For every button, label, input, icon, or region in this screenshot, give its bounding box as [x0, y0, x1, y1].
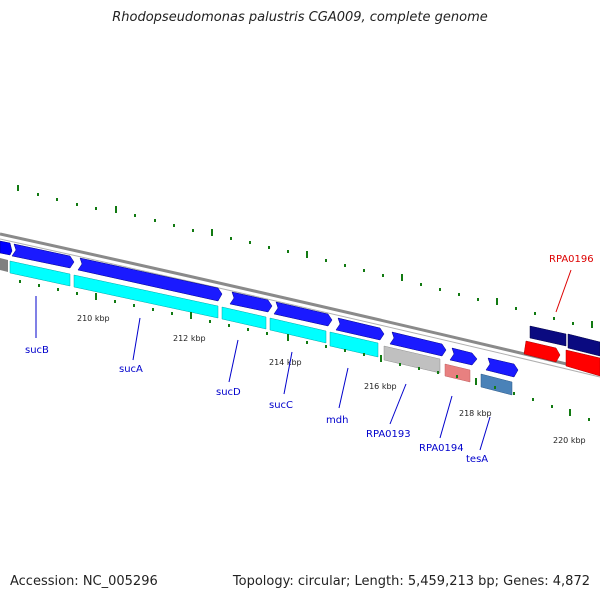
label-leader-lines: [35, 269, 572, 451]
tick-label-220: 220 kbp: [553, 436, 586, 445]
gene-label-rpa0196[interactable]: RPA0196: [549, 254, 594, 265]
feature-red-1[interactable]: [523, 340, 561, 363]
feature-cyan-3[interactable]: [221, 306, 267, 330]
gene-label-sucd[interactable]: sucD: [216, 387, 241, 398]
gene-forward-tesa[interactable]: [485, 357, 519, 378]
gene-label-tesa[interactable]: tesA: [466, 454, 488, 465]
gene-label-suca[interactable]: sucA: [119, 364, 143, 375]
gene-forward-sucD[interactable]: [229, 291, 273, 313]
gene-forward-rpa0193[interactable]: [389, 331, 447, 357]
reverse-strand-features: [0, 258, 600, 396]
feature-lightgray[interactable]: [383, 345, 441, 374]
feature-gray-left[interactable]: [0, 258, 8, 272]
gene-forward-sucC[interactable]: [273, 301, 333, 327]
gene-label-rpa0194[interactable]: RPA0194: [419, 443, 464, 454]
gene-forward-rpa0196[interactable]: [529, 325, 567, 347]
gene-label-succ[interactable]: sucC: [269, 400, 293, 411]
gene-forward-mdh[interactable]: [335, 317, 385, 341]
inner-tick-ring: [19, 280, 590, 421]
map-title: Rhodopseudomonas palustris CGA009, compl…: [112, 10, 488, 25]
gene-forward-sucA[interactable]: [77, 257, 223, 302]
outer-tick-ring: [17, 185, 593, 328]
gene-forward-rpa0194[interactable]: [449, 347, 478, 366]
kbp-tick-labels: 210 kbp 212 kbp 214 kbp 216 kbp 218 kbp …: [77, 314, 586, 445]
gene-label-sucb[interactable]: sucB: [25, 345, 49, 356]
gene-forward-dark[interactable]: [567, 333, 600, 357]
tick-label-212: 212 kbp: [173, 334, 206, 343]
tick-label-210: 210 kbp: [77, 314, 110, 323]
gene-label-rpa0193[interactable]: RPA0193: [366, 429, 411, 440]
genome-backbone: [0, 232, 600, 378]
feature-red-2[interactable]: [565, 349, 600, 377]
topology-info: Topology: circular; Length: 5,459,213 bp…: [232, 574, 590, 589]
feature-cyan-4[interactable]: [269, 317, 327, 344]
gene-forward-1[interactable]: [11, 243, 75, 269]
feature-pink[interactable]: [444, 363, 471, 383]
gene-labels: sucB sucA sucD sucC mdh RPA0193 RPA0194 …: [25, 254, 594, 465]
tick-label-214: 214 kbp: [269, 358, 302, 367]
feature-steelblue[interactable]: [480, 373, 513, 396]
feature-cyan-5[interactable]: [329, 331, 379, 358]
tick-label-216: 216 kbp: [364, 382, 397, 391]
forward-strand-genes: [0, 240, 600, 378]
feature-cyan-1[interactable]: [9, 260, 71, 287]
feature-cyan-2[interactable]: [73, 274, 219, 319]
accession-info: Accession: NC_005296: [10, 574, 158, 589]
tick-label-218: 218 kbp: [459, 409, 492, 418]
gene-label-mdh[interactable]: mdh: [326, 415, 348, 426]
gene-sucB-forward-fragment[interactable]: [0, 240, 13, 256]
